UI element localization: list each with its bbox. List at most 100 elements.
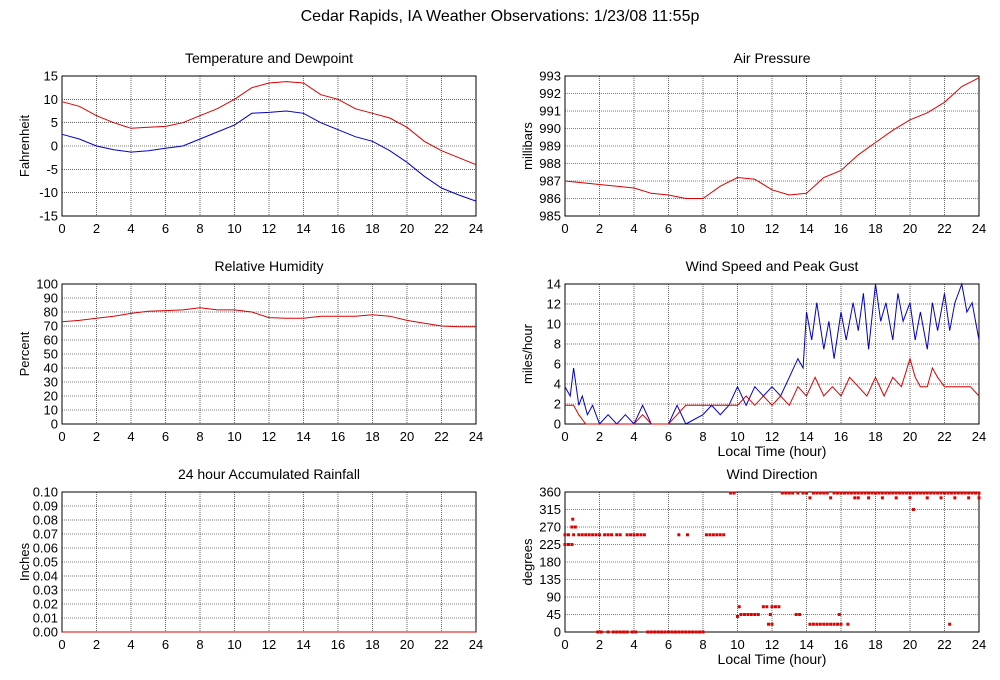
data-point [877,491,881,495]
data-point [729,491,733,495]
x-tick-label: 8 [196,429,203,444]
x-tick-label: 2 [93,221,100,236]
x-tick-label: 8 [699,221,706,236]
data-point [853,491,857,495]
x-tick-label: 14 [296,637,310,652]
y-tick-label: 0.05 [33,555,58,570]
y-tick-label: 30 [44,375,58,390]
x-tick-label: 6 [665,429,672,444]
data-point [832,491,836,495]
data-point [925,491,929,495]
data-point [656,630,660,634]
chart-title: Wind Speed and Peak Gust [686,258,859,274]
x-tick-label: 6 [162,429,169,444]
x-tick-label: 10 [227,221,241,236]
data-point [977,496,981,500]
x-tick-label: 20 [400,221,414,236]
data-point [908,491,912,495]
y-tick-label: 270 [539,520,561,535]
x-tick-label: 0 [58,637,65,652]
data-point [911,508,915,511]
data-point [863,491,867,495]
data-point [948,622,952,626]
x-tick-label: 6 [162,221,169,236]
y-tick-label: 0 [554,417,561,432]
data-point [846,491,850,495]
series-blue-line [564,282,980,425]
data-point [829,496,833,500]
data-point [860,491,864,495]
y-tick-label: 80 [44,305,58,320]
y-axis-label: Percent [17,331,32,376]
data-point [660,630,664,634]
y-tick-label: 10 [44,403,58,418]
data-point [634,630,638,634]
data-point [736,614,739,618]
data-point [577,533,581,537]
data-point [611,630,615,634]
plot-frame [564,75,980,217]
data-point [808,496,812,500]
data-point [625,533,629,537]
plot-frame [61,283,477,425]
data-point [905,491,909,495]
data-point [780,491,784,495]
data-point [967,496,971,500]
data-point [832,622,836,626]
data-point [563,533,567,537]
x-tick-label: 0 [58,221,65,236]
data-point [572,533,576,537]
x-tick-label: 8 [196,221,203,236]
data-point [953,496,957,500]
data-point [956,491,960,495]
x-tick-label: 10 [730,637,744,652]
y-tick-label: 0.06 [33,541,58,556]
data-point [867,496,871,500]
data-point [908,496,912,500]
data-point [618,533,622,537]
data-point [722,533,726,537]
x-tick-label: 6 [665,637,672,652]
data-point [953,491,957,495]
x-tick-label: 8 [699,637,706,652]
y-tick-label: 100 [36,277,58,292]
x-tick-label: 12 [262,221,276,236]
data-point [825,622,829,626]
chart-title: Wind Direction [726,466,817,482]
x-tick-label: 16 [834,637,848,652]
x-tick-label: 2 [596,429,603,444]
x-tick-label: 4 [630,221,637,236]
data-point [939,491,943,495]
x-tick-label: 24 [972,637,986,652]
data-point [884,491,888,495]
series-red-line [564,77,980,199]
data-point [818,622,822,626]
x-tick-label: 16 [331,429,345,444]
x-tick-label: 10 [227,637,241,652]
data-point [932,491,936,495]
y-tick-label: 90 [44,291,58,306]
data-point [670,630,674,634]
y-tick-label: 0 [554,625,561,640]
data-point [701,630,705,634]
data-point [632,533,636,537]
data-point [894,491,898,495]
series-red-line [61,307,476,328]
data-point [580,533,584,537]
data-point [768,613,772,616]
data-point [784,491,788,495]
x-tick-label: 24 [469,221,483,236]
x-tick-label: 16 [331,637,345,652]
data-point [708,533,712,537]
data-point [853,496,857,500]
x-tick-label: 18 [365,637,379,652]
y-tick-label: 90 [547,590,561,605]
data-point [870,491,874,495]
page-title: Cedar Rapids, IA Weather Observations: 1… [300,8,700,25]
y-tick-label: 45 [547,607,561,622]
x-tick-label: 10 [730,429,744,444]
data-point [642,533,646,537]
x-tick-label: 20 [400,637,414,652]
